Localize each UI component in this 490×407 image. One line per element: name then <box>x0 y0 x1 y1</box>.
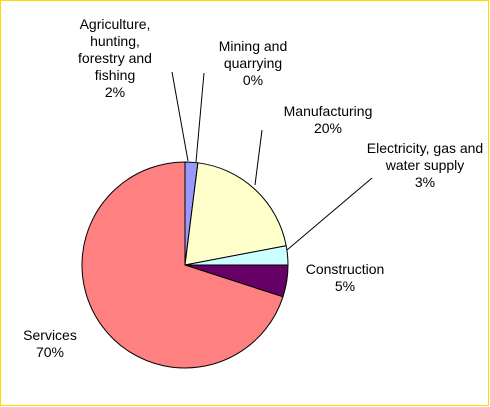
slice-name: Services <box>23 327 77 343</box>
slice-value: 2% <box>104 84 126 100</box>
slice-value: 5% <box>334 278 356 294</box>
slice-value: 3% <box>414 174 436 190</box>
slice-label: Manufacturing 20% <box>263 103 393 137</box>
slice-value: 0% <box>242 72 264 88</box>
slice-name: Manufacturing <box>283 103 373 119</box>
pie-slice <box>81 161 284 369</box>
slice-value: 70% <box>35 344 65 360</box>
leader-line <box>254 129 263 186</box>
slice-name: Mining and quarrying <box>218 38 288 71</box>
leader-line <box>286 177 373 251</box>
slice-label: Electricity, gas and water supply 3% <box>365 140 485 191</box>
leader-line <box>171 71 189 162</box>
slice-name: Electricity, gas and water supply <box>366 140 484 173</box>
slice-name: Agriculture, hunting, forestry and fishi… <box>78 16 152 83</box>
slice-label: Agriculture, hunting, forestry and fishi… <box>55 16 175 101</box>
slice-label: Services 70% <box>5 327 95 361</box>
slice-value: 20% <box>313 120 343 136</box>
pie <box>81 161 289 369</box>
slice-label: Mining and quarrying 0% <box>198 38 308 89</box>
slice-name: Construction <box>305 261 385 277</box>
leader-line <box>195 72 205 163</box>
slice-label: Construction 5% <box>285 261 405 295</box>
pie-slice <box>184 162 287 266</box>
